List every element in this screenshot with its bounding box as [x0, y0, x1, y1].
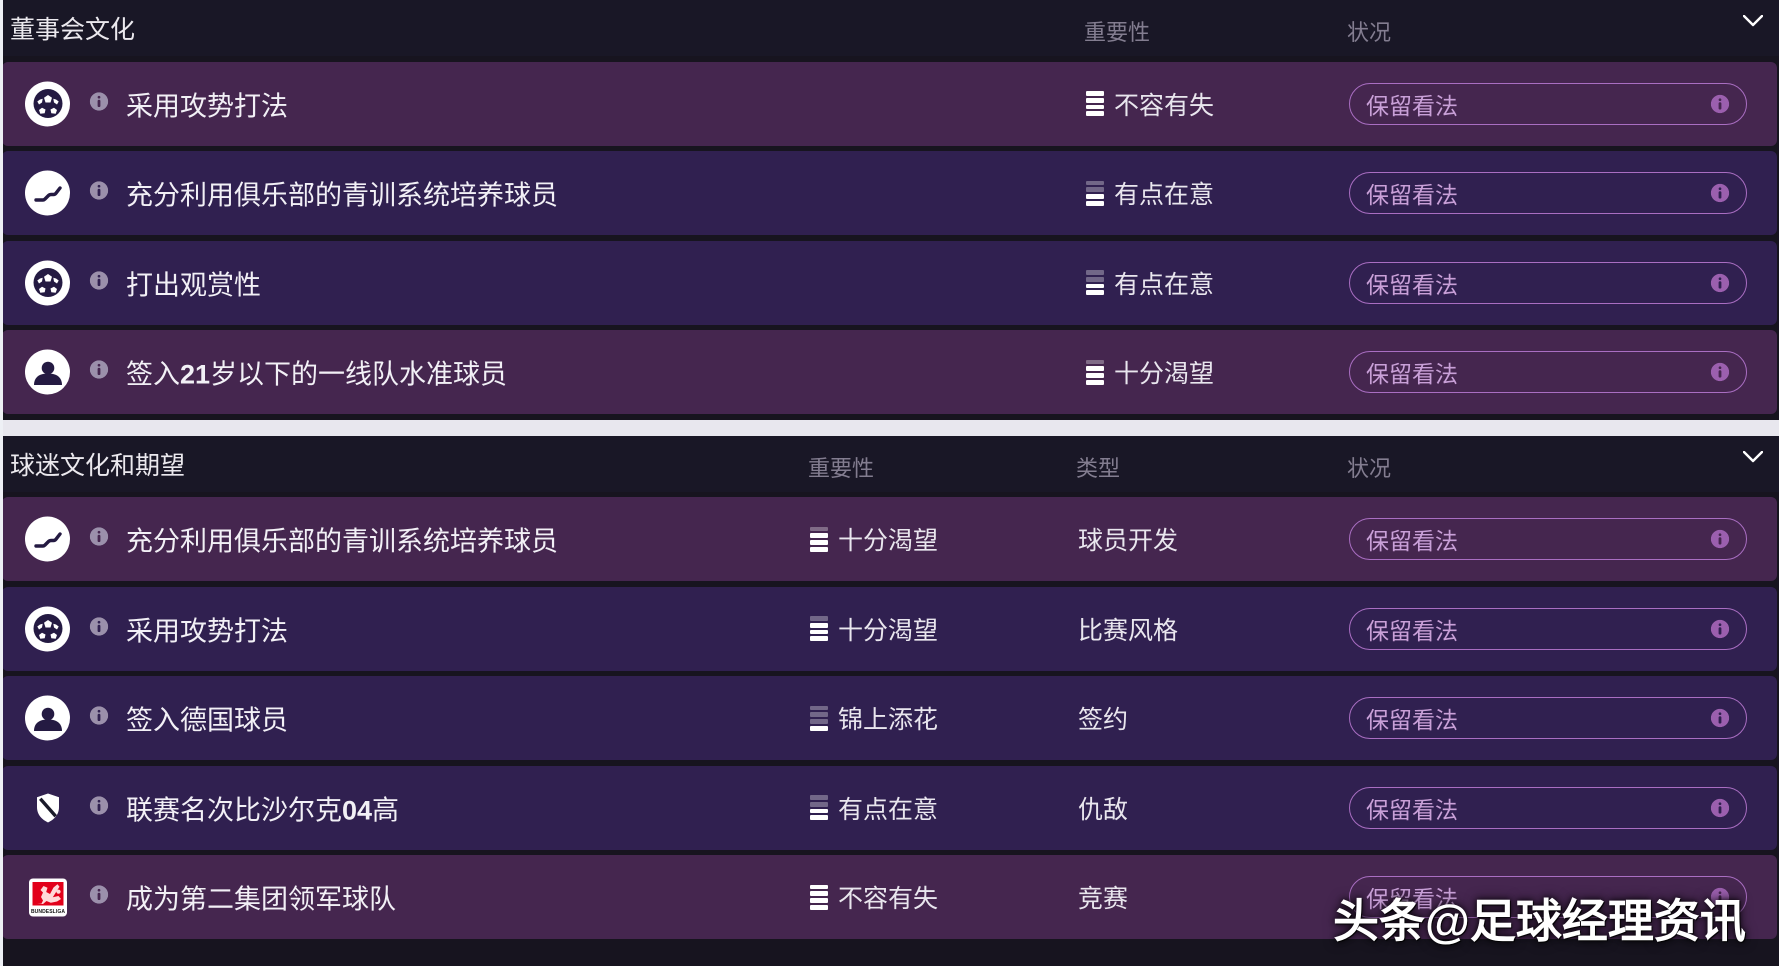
- svg-text:BUNDESLIGA: BUNDESLIGA: [30, 908, 64, 914]
